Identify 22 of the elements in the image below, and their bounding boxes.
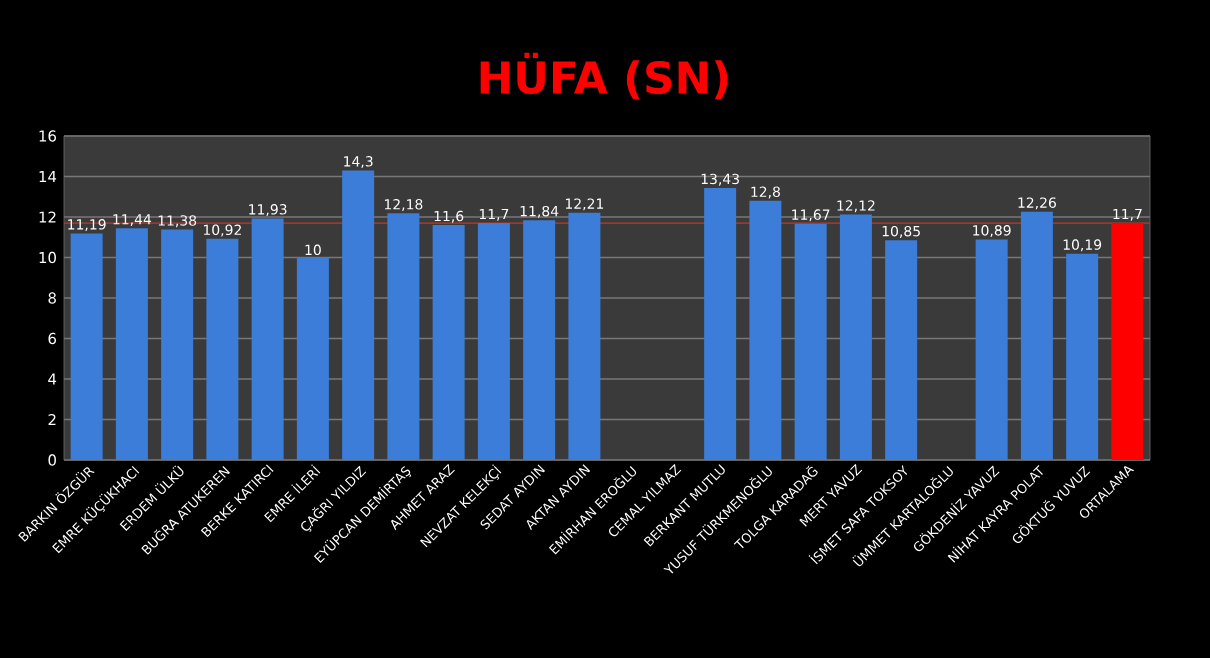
bar	[1066, 253, 1099, 460]
bar	[749, 200, 782, 460]
bar	[1020, 211, 1053, 460]
bar	[251, 218, 284, 460]
bar	[296, 257, 329, 460]
bar	[70, 233, 103, 460]
bar	[387, 213, 420, 460]
bar	[704, 188, 737, 460]
bar	[206, 238, 239, 460]
bar	[568, 212, 601, 460]
bar	[477, 223, 510, 460]
bar	[885, 240, 918, 460]
bar	[975, 239, 1008, 460]
bar	[523, 220, 556, 460]
bar	[839, 214, 872, 460]
bar	[115, 228, 148, 460]
bar	[794, 223, 827, 460]
bar	[1111, 223, 1144, 460]
bar	[432, 225, 465, 460]
bar	[161, 229, 194, 460]
chart-title: HÜFA (SN)	[480, 52, 728, 100]
bar	[342, 170, 375, 460]
